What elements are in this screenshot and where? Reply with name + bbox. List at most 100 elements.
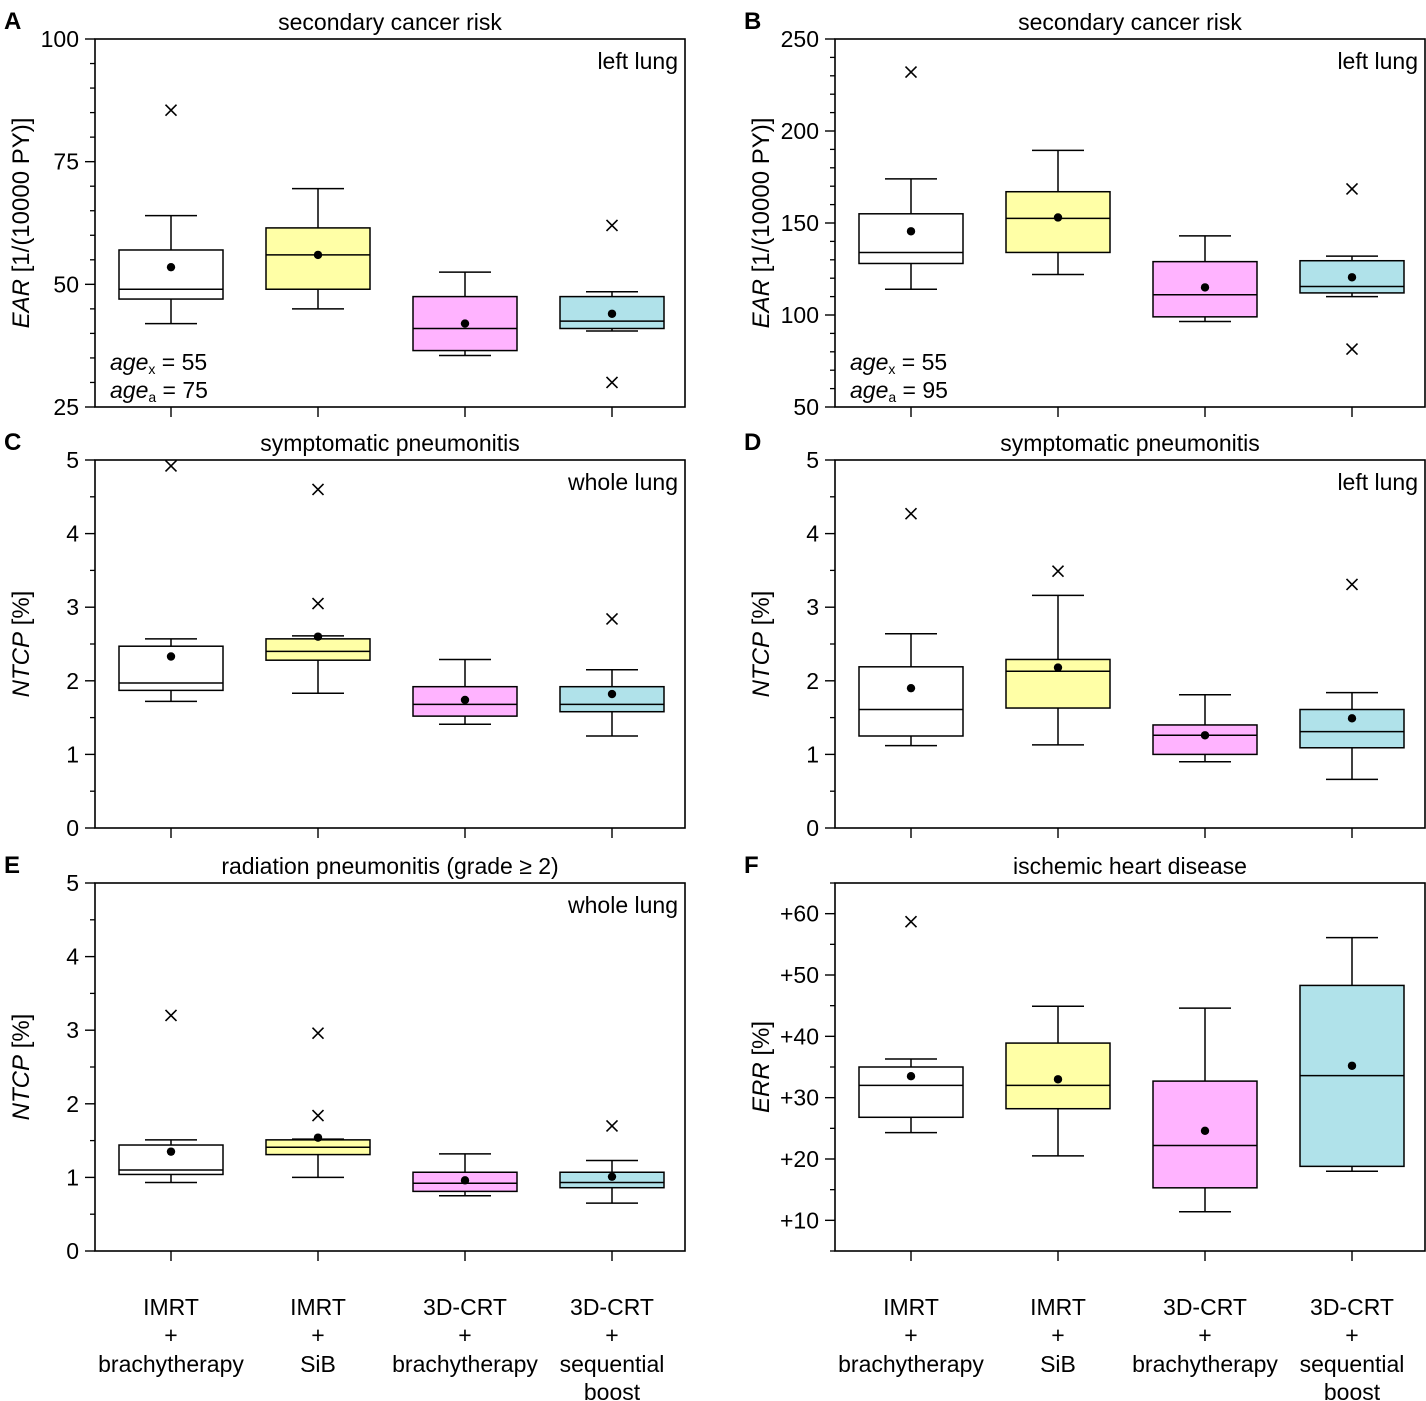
panel-title: secondary cancer risk	[1018, 9, 1242, 35]
outlier-stroke	[311, 483, 325, 496]
outlier-stroke	[311, 1027, 325, 1040]
y-axis-label-unit: [%]	[748, 591, 775, 632]
outlier-marker	[904, 66, 918, 79]
outlier-stroke	[904, 66, 918, 79]
outlier-stroke	[164, 459, 178, 472]
box-4	[559, 612, 665, 737]
category-label-line: boost	[584, 1379, 641, 1401]
y-tick-label: +30	[780, 1085, 819, 1111]
category-label-line: SiB	[300, 1351, 336, 1377]
mean-dot	[906, 683, 916, 693]
box-4	[559, 219, 665, 389]
category-label-line: +	[1345, 1322, 1358, 1348]
panel-title: ischemic heart disease	[1013, 853, 1247, 879]
y-axis-label-quantity: ERR	[748, 1062, 775, 1113]
annotation-subscript: a	[148, 389, 156, 405]
category-label-line: IMRT	[1030, 1294, 1086, 1320]
category-label-line: brachytherapy	[98, 1351, 244, 1377]
box-2	[1005, 565, 1111, 746]
box-1	[118, 104, 224, 325]
y-tick-label: 1	[66, 1164, 79, 1190]
age-annotation: agea = 75	[110, 377, 208, 405]
panel-letter: B	[744, 8, 761, 35]
category-label-line: IMRT	[883, 1294, 939, 1320]
y-tick-label: 50	[793, 394, 819, 420]
y-axis-label-quantity: NTCP	[8, 632, 35, 697]
y-axis-label-unit: [%]	[8, 591, 35, 632]
box-1	[118, 459, 224, 703]
y-axis-label-unit: [%]	[8, 1014, 35, 1055]
y-tick-label: 3	[66, 1017, 79, 1043]
category-label-line: +	[904, 1322, 917, 1348]
box-3	[412, 271, 518, 357]
y-axis-label-quantity: EAR	[8, 279, 35, 328]
iqr-box	[118, 249, 224, 300]
outlier-stroke	[904, 915, 918, 928]
y-tick-label: 150	[781, 210, 819, 236]
panel-letter: D	[744, 429, 761, 456]
y-axis-label-unit: [1/(10000 PY)]	[748, 118, 775, 279]
y-axis-label: NTCP [%]	[8, 1014, 35, 1121]
annotation-value: = 95	[896, 377, 948, 403]
y-axis-label: EAR [1/(10000 PY)]	[748, 118, 775, 329]
y-tick-label: +40	[780, 1023, 819, 1049]
y-tick-label: 4	[66, 521, 79, 547]
y-tick-label: 4	[66, 944, 79, 970]
category-label-line: sequential	[560, 1351, 665, 1377]
category-labels-left: IMRT+brachytherapyIMRT+SiB3D-CRT+brachyt…	[98, 1294, 664, 1401]
annotation-subscript: x	[888, 361, 895, 377]
category-labels-right: IMRT+brachytherapyIMRT+SiB3D-CRT+brachyt…	[838, 1294, 1404, 1401]
panel-letter: E	[4, 852, 20, 879]
outlier-stroke	[164, 104, 178, 117]
outlier-marker	[311, 1109, 325, 1122]
box-4	[1299, 936, 1405, 1173]
box-2	[1005, 149, 1111, 276]
box-3	[1152, 1007, 1258, 1213]
plot-frame	[94, 38, 686, 408]
y-tick-label: 0	[66, 1238, 79, 1264]
y-tick-label: 1	[66, 741, 79, 767]
outlier-stroke	[311, 1109, 325, 1122]
mean-dot	[607, 309, 617, 318]
outlier-stroke	[1345, 578, 1359, 591]
panel-letter: C	[4, 429, 21, 456]
outlier-stroke	[164, 1009, 178, 1022]
mean-dot	[1053, 663, 1063, 672]
outlier-marker	[605, 1119, 619, 1132]
y-tick-label: 5	[66, 870, 79, 896]
category-label-line: +	[164, 1322, 177, 1348]
region-label: left lung	[597, 48, 678, 74]
panel-letter: A	[4, 8, 21, 35]
y-tick-label: +20	[780, 1146, 819, 1172]
category-label-line: sequential	[1300, 1351, 1405, 1377]
outlier-marker	[164, 459, 178, 472]
age-annotation: agex = 55	[110, 349, 207, 377]
annotation-subscript: x	[148, 361, 155, 377]
category-label-line: +	[458, 1322, 471, 1348]
box-1	[118, 1009, 224, 1184]
annotation-base: age	[110, 377, 148, 403]
y-tick-label: +60	[780, 901, 819, 927]
category-label-line: 3D-CRT	[1310, 1294, 1394, 1320]
y-tick-label: 200	[781, 118, 819, 144]
category-label-line: +	[605, 1322, 618, 1348]
mean-dot	[906, 1072, 916, 1081]
outlier-stroke	[605, 612, 619, 626]
outlier-marker	[164, 1009, 178, 1022]
mean-dot	[1200, 731, 1210, 740]
box-4	[1299, 578, 1405, 781]
mean-dot	[1347, 1061, 1357, 1070]
category-label-line: 3D-CRT	[423, 1294, 507, 1320]
outlier-stroke	[311, 597, 325, 610]
mean-dot	[906, 227, 916, 236]
annotation-base: age	[850, 377, 888, 403]
y-axis-label: EAR [1/(10000 PY)]	[8, 118, 35, 329]
outlier-marker	[904, 915, 918, 928]
y-tick-label: 2	[66, 1091, 79, 1117]
y-tick-label: 3	[66, 594, 79, 620]
category-label-line: IMRT	[290, 1294, 346, 1320]
mean-dot	[313, 250, 323, 260]
